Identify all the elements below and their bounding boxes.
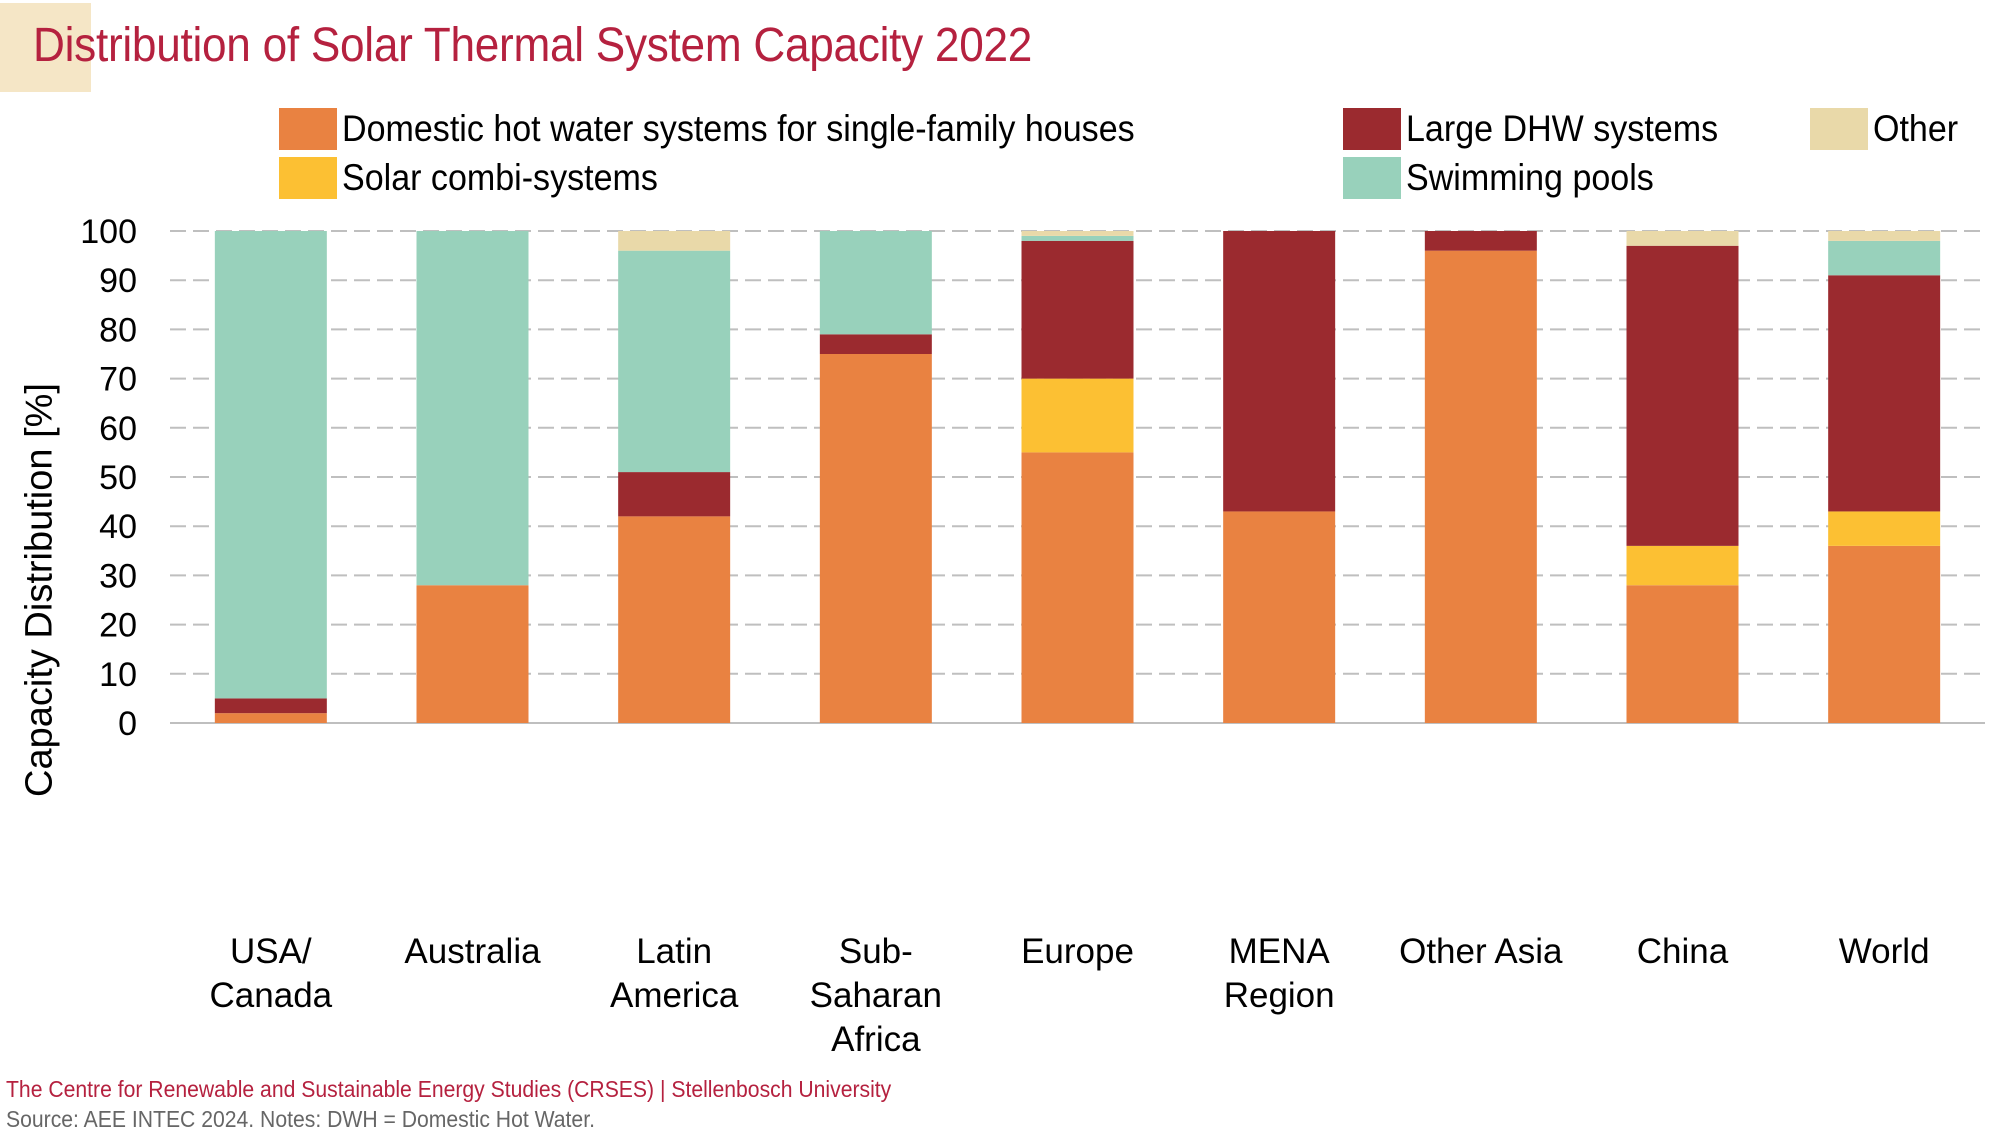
bar-segment bbox=[1223, 231, 1336, 512]
legend-label-large-dhw: Large DHW systems bbox=[1406, 108, 1719, 149]
bar-segment bbox=[1021, 452, 1134, 723]
bar-segment bbox=[214, 698, 327, 714]
x-tick-label: Australia bbox=[404, 932, 541, 971]
y-tick-label: 70 bbox=[99, 361, 137, 399]
bar-segment bbox=[1828, 240, 1941, 276]
bar-segment bbox=[214, 713, 327, 723]
bar-segment bbox=[618, 250, 731, 473]
bar-segment bbox=[1828, 545, 1941, 723]
y-tick-label: 100 bbox=[80, 213, 137, 251]
y-tick-label: 50 bbox=[99, 459, 137, 497]
bar-segment bbox=[1021, 235, 1134, 241]
y-tick-label: 10 bbox=[99, 656, 137, 694]
y-tick-label: 0 bbox=[118, 705, 137, 743]
y-tick-label: 80 bbox=[99, 311, 137, 349]
legend-label-solar-combi: Solar combi-systems bbox=[342, 157, 658, 198]
bar-segment bbox=[618, 472, 731, 517]
legend-label-domestic-hot-water: Domestic hot water systems for single-fa… bbox=[342, 108, 1135, 149]
bar-segment bbox=[819, 231, 932, 335]
bar-segment bbox=[416, 585, 529, 723]
legend-item-swimming-pools: Swimming pools bbox=[1343, 157, 1675, 199]
bar-segment bbox=[1424, 250, 1537, 723]
bar-segment bbox=[1828, 275, 1941, 512]
bars bbox=[214, 231, 1941, 723]
bar-segment bbox=[1021, 231, 1134, 236]
chart-title: Distribution of Solar Thermal System Cap… bbox=[33, 19, 1033, 72]
bar-segment bbox=[1021, 240, 1134, 379]
y-tick-label: 40 bbox=[99, 508, 137, 546]
legend-label-other: Other bbox=[1873, 108, 1959, 149]
x-tick-label: Sub-Saharan Africa bbox=[810, 932, 942, 1059]
x-tick-label: USA/Canada bbox=[210, 932, 333, 1015]
bar-segment bbox=[819, 334, 932, 354]
bar-segment bbox=[1424, 231, 1537, 251]
legend-swatch-swimming-pools bbox=[1343, 157, 1401, 199]
bar-segment bbox=[618, 516, 731, 723]
legend-item-solar-combi: Solar combi-systems bbox=[279, 157, 685, 199]
legend-swatch-other bbox=[1810, 108, 1868, 150]
bar-segment bbox=[1626, 245, 1739, 546]
bar-segment bbox=[1828, 511, 1941, 546]
bar-segment bbox=[618, 231, 731, 251]
footer-source: Source: AEE INTEC 2024. Notes: DWH = Dom… bbox=[6, 1106, 595, 1132]
bar-segment bbox=[1223, 511, 1336, 723]
title-accent-block bbox=[0, 3, 91, 92]
bar-segment bbox=[1021, 378, 1134, 453]
x-tick-label: Other Asia bbox=[1399, 932, 1563, 971]
legend-swatch-solar-combi bbox=[279, 157, 337, 199]
bar-segment bbox=[1626, 585, 1739, 723]
bar-segment bbox=[1626, 545, 1739, 586]
legend-swatch-domestic-hot-water bbox=[279, 108, 337, 150]
bar-segment bbox=[416, 231, 529, 586]
footer-credit: The Centre for Renewable and Sustainable… bbox=[6, 1076, 892, 1102]
bar-segment bbox=[214, 231, 327, 699]
x-tick-label: Latin America bbox=[610, 932, 739, 1015]
y-tick-label: 90 bbox=[99, 262, 137, 300]
legend-item-domestic-hot-water: Domestic hot water systems for single-fa… bbox=[279, 108, 1204, 150]
x-tick-label: MENA Region bbox=[1224, 932, 1335, 1015]
legend-item-other: Other bbox=[1810, 108, 1966, 150]
legend-label-swimming-pools: Swimming pools bbox=[1406, 157, 1654, 198]
x-tick-label: Europe bbox=[1021, 932, 1134, 971]
y-tick-label: 30 bbox=[99, 557, 137, 595]
y-tick-label: 20 bbox=[99, 607, 137, 645]
x-tick-label: World bbox=[1839, 932, 1930, 971]
y-tick-label: 60 bbox=[99, 410, 137, 448]
bar-segment bbox=[1626, 231, 1739, 246]
bar-segment bbox=[1828, 231, 1941, 241]
x-axis-ticks: USA/Canada Australia Latin America Sub-Sahar… bbox=[210, 932, 1930, 1059]
legend-item-large-dhw: Large DHW systems bbox=[1343, 108, 1745, 150]
x-tick-label: China bbox=[1637, 932, 1729, 971]
legend-swatch-large-dhw bbox=[1343, 108, 1401, 150]
y-axis-ticks: 0 10 20 30 40 50 60 70 80 90 100 bbox=[80, 213, 137, 743]
bar-segment bbox=[819, 354, 932, 723]
